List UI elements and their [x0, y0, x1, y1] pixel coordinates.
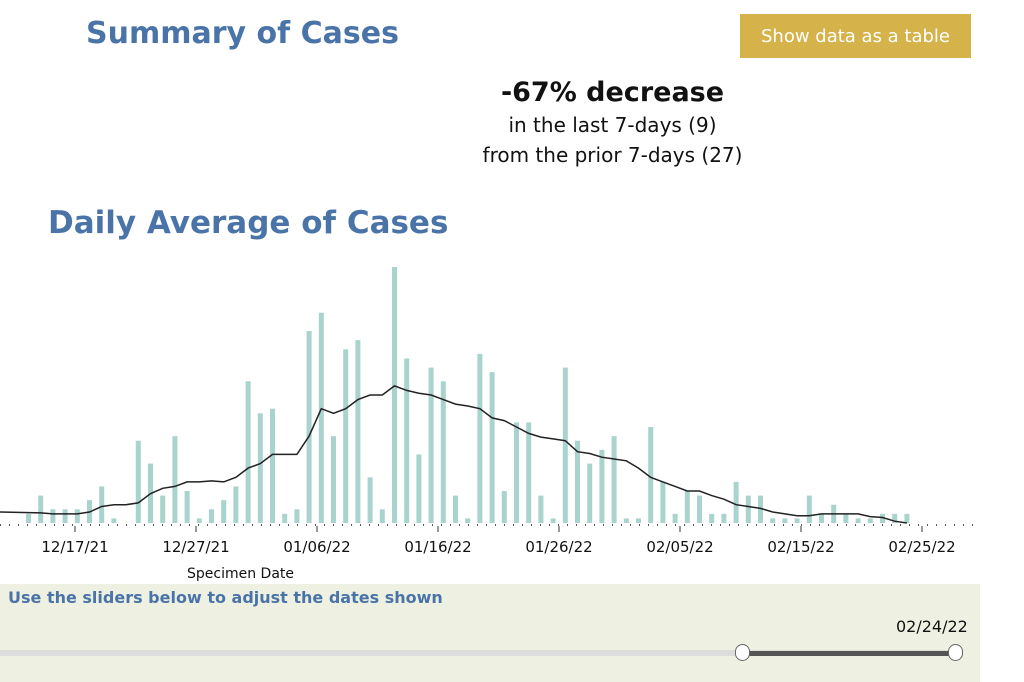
bar-57 [721, 513, 727, 523]
bar-47 [599, 449, 605, 523]
slider-end-handle[interactable] [948, 644, 963, 661]
bar-20 [270, 408, 275, 523]
slider-track[interactable] [0, 650, 962, 656]
bar-24 [318, 312, 324, 523]
bar-34 [440, 381, 446, 523]
bar-46 [587, 463, 593, 523]
bar-19 [257, 413, 263, 523]
bar-6 [99, 486, 105, 523]
bars-group [26, 267, 910, 523]
bar-56 [709, 513, 715, 523]
bar-63 [794, 518, 800, 523]
bar-14 [196, 518, 202, 523]
bar-71 [892, 513, 898, 523]
bar-61 [770, 518, 776, 523]
bar-32 [416, 454, 422, 523]
bar-51 [648, 427, 654, 523]
bar-72 [904, 513, 910, 523]
last-7-days-text: in the last 7-days (9) [508, 113, 717, 137]
bar-13 [184, 491, 190, 523]
bar-54 [684, 491, 690, 523]
bar-67 [843, 513, 849, 523]
bar-2 [50, 509, 56, 523]
bar-64 [806, 495, 812, 523]
daily-average-title: Daily Average of Cases [48, 205, 449, 241]
bar-38 [489, 372, 495, 523]
bar-11 [160, 495, 166, 523]
x-tick-label-4: 01/26/22 [525, 538, 592, 556]
bar-39 [501, 491, 507, 523]
x-axis-label: Specimen Date [187, 566, 295, 582]
bar-40 [514, 422, 519, 523]
bar-27 [355, 340, 361, 523]
show-data-as-table-button[interactable]: Show data as a table [740, 14, 971, 58]
bar-23 [306, 331, 312, 523]
bar-21 [282, 513, 288, 523]
bar-16 [221, 500, 227, 523]
bar-26 [343, 349, 349, 523]
bar-28 [367, 477, 373, 523]
bar-42 [538, 495, 544, 523]
bar-55 [697, 495, 702, 523]
bar-1 [38, 495, 44, 523]
bar-41 [526, 422, 532, 523]
bar-53 [672, 513, 678, 523]
bar-52 [660, 481, 666, 523]
daily-cases-chart: 12/17/21 12/27/21 01/06/22 01/16/22 01/26/22… [0, 267, 975, 556]
bar-31 [404, 358, 410, 523]
bar-59 [745, 495, 751, 523]
bar-44 [562, 367, 568, 523]
date-slider-panel: Use the sliders below to adjust the date… [0, 584, 980, 682]
bar-37 [477, 353, 483, 523]
bar-43 [550, 518, 556, 523]
bar-70 [880, 513, 885, 523]
slider-start-handle[interactable] [735, 644, 750, 661]
weekly-change-summary: -67% decrease in the last 7-days (9) fro… [400, 76, 825, 170]
prior-7-days-text: from the prior 7-days (27) [482, 143, 743, 167]
bar-22 [294, 509, 300, 523]
bar-0 [26, 513, 31, 523]
x-tick-label-7: 02/25/22 [888, 538, 955, 556]
slider-hint: Use the sliders below to adjust the date… [8, 588, 443, 607]
x-tick-label-2: 01/06/22 [283, 538, 350, 556]
bar-7 [111, 518, 117, 523]
bar-58 [733, 481, 739, 523]
bar-49 [623, 518, 629, 523]
bar-25 [331, 436, 336, 523]
bar-12 [172, 436, 178, 523]
bar-36 [465, 518, 471, 523]
bar-50 [636, 518, 641, 523]
bar-9 [135, 440, 141, 523]
bar-4 [74, 509, 80, 523]
bar-15 [209, 509, 214, 523]
summary-title: Summary of Cases [86, 16, 399, 51]
bar-29 [379, 509, 385, 523]
x-tick-label-3: 01/16/22 [404, 538, 471, 556]
bar-69 [867, 518, 873, 523]
slider-selected-range[interactable] [742, 651, 956, 656]
x-tick-label-0: 12/17/21 [41, 538, 108, 556]
bar-30 [392, 267, 397, 523]
bar-17 [233, 486, 239, 523]
bar-60 [758, 495, 763, 523]
daily-average-line [0, 385, 908, 524]
bar-48 [611, 436, 617, 523]
bar-68 [855, 518, 861, 523]
bar-3 [62, 509, 68, 523]
x-tick-label-1: 12/27/21 [162, 538, 229, 556]
bar-65 [819, 513, 824, 523]
bar-62 [782, 518, 788, 523]
slider-end-date: 02/24/22 [896, 617, 968, 636]
change-percentage: -67% decrease [500, 77, 725, 108]
x-ticks-group: 12/17/21 12/27/21 01/06/22 01/16/22 01/26/22… [41, 526, 956, 556]
bar-18 [245, 381, 251, 523]
x-tick-label-6: 02/15/22 [767, 538, 834, 556]
bar-45 [575, 440, 580, 523]
x-tick-label-5: 02/05/22 [646, 538, 713, 556]
bar-33 [428, 367, 434, 523]
bar-35 [453, 495, 458, 523]
